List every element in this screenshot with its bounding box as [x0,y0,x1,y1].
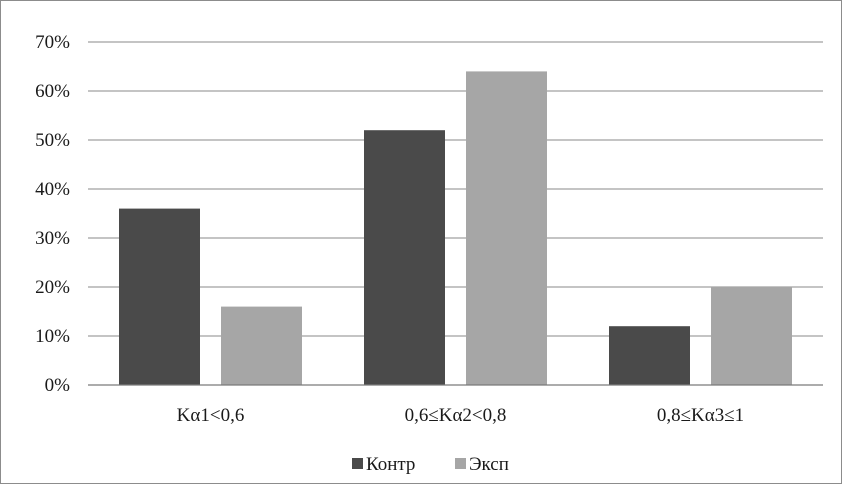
legend-label: Контр [366,454,415,475]
x-tick-label: Kα1<0,6 [177,405,245,426]
legend: Контр Эксп [352,454,509,475]
bar [466,71,547,386]
bar [221,306,302,385]
bar [364,130,445,385]
y-tick-label: 60% [35,81,70,102]
y-tick-label: 50% [35,130,70,151]
legend-swatch [455,458,466,469]
bars [119,71,792,386]
legend-label: Эксп [469,454,509,475]
bar [711,287,792,385]
bar [119,208,200,385]
gridlines [88,41,823,337]
x-axis-ticks: Kα1<0,6 0,6≤Kα2<0,8 0,8≤Kα3≤1 [177,405,744,426]
y-tick-label: 0% [45,375,71,396]
y-tick-label: 20% [35,277,70,298]
x-tick-label: 0,8≤Kα3≤1 [657,405,744,426]
y-tick-label: 70% [35,32,70,53]
y-tick-label: 10% [35,326,70,347]
bar [609,326,690,385]
y-tick-label: 40% [35,179,70,200]
y-tick-label: 30% [35,228,70,249]
y-axis-ticks: 0% 10% 20% 30% 40% 50% 60% 70% [35,32,70,396]
legend-swatch [352,458,363,469]
x-tick-label: 0,6≤Kα2<0,8 [405,405,507,426]
